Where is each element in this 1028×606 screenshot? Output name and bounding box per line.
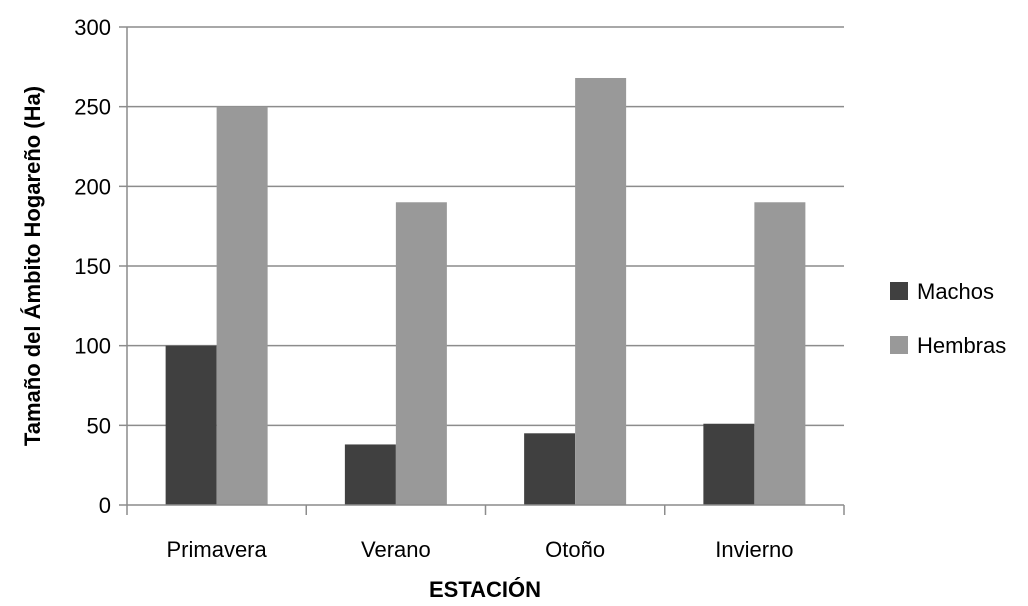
legend-label-hembras: Hembras — [917, 333, 1006, 358]
bar-machos-0 — [165, 345, 217, 505]
x-category-label: Invierno — [715, 537, 793, 562]
legend: Machos Hembras — [890, 279, 1006, 358]
y-tick-label: 200 — [74, 174, 111, 199]
x-category-label: Otoño — [545, 537, 605, 562]
bar-hembras-0 — [216, 106, 268, 506]
y-tick-label: 0 — [99, 493, 111, 518]
bar-machos-2 — [524, 433, 576, 505]
x-axis-title: ESTACIÓN — [429, 577, 541, 601]
bar-hembras-1 — [395, 202, 447, 505]
bar-hembras-2 — [575, 77, 627, 505]
x-category-label: Primavera — [167, 537, 268, 562]
y-tick-label: 250 — [74, 95, 111, 120]
y-axis-title: Tamaño del Ámbito Hogareño (Ha) — [20, 86, 45, 446]
x-category-label: Verano — [361, 537, 431, 562]
axis-labels: 0 50 100 150 200 250 300 Primavera Verano Otoño In… — [74, 15, 793, 562]
axes — [119, 26, 845, 515]
bar-machos-1 — [344, 444, 396, 505]
bars — [165, 77, 806, 506]
y-tick-label: 50 — [87, 413, 111, 438]
legend-swatch-hembras — [890, 336, 908, 354]
bar-machos-3 — [703, 423, 755, 505]
legend-label-machos: Machos — [917, 279, 994, 304]
y-tick-label: 300 — [74, 15, 111, 40]
y-tick-label: 100 — [74, 334, 111, 359]
y-tick-label: 150 — [74, 254, 111, 279]
legend-swatch-machos — [890, 282, 908, 300]
bar-hembras-3 — [754, 202, 806, 505]
